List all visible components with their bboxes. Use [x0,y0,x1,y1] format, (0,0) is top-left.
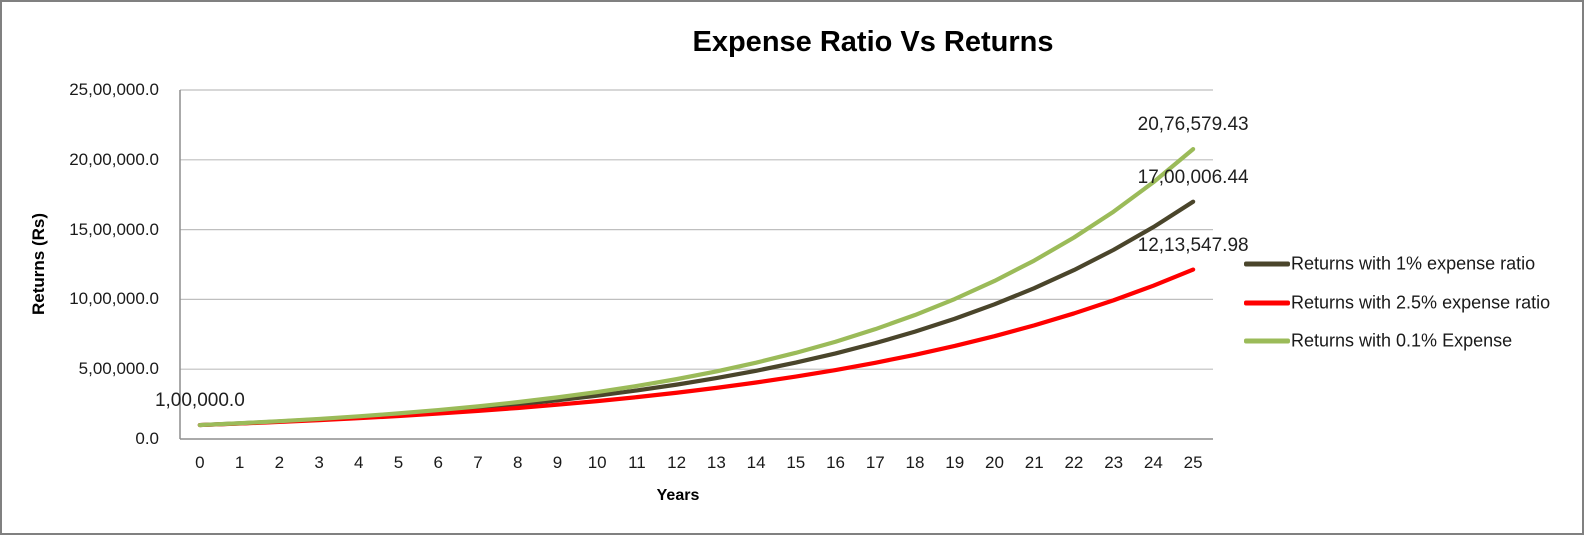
x-tick-label: 15 [786,453,806,472]
x-tick-label: 9 [552,453,563,472]
y-tick-label: 20,00,000.0 [69,149,159,169]
x-tick-label: 2 [274,453,285,472]
legend-label: Returns with 1% expense ratio [1291,253,1536,274]
data-label: 17,00,006.44 [1137,166,1249,188]
x-tick-label: 11 [628,453,646,472]
x-tick-label: 22 [1064,453,1084,472]
legend-label: Returns with 2.5% expense ratio [1291,292,1551,312]
x-tick-label: 20 [985,453,1004,472]
data-label: 1,00,000.0 [154,390,245,412]
legend-label: Returns with 0.1% Expense [1291,330,1513,351]
x-tick-label: 8 [512,453,523,472]
x-tick-label: 1 [234,453,245,472]
x-tick-label: 3 [314,453,324,472]
data-label: 20,76,579.43 [1137,114,1249,136]
x-tick-label: 21 [1024,453,1044,472]
x-tick-label: 14 [746,453,766,472]
series-line-2 [197,147,1196,428]
x-tick-label: 19 [945,453,965,472]
x-tick-label: 0 [195,453,205,472]
legend-item: Returns with 1% expense ratio [1244,254,1535,275]
x-tick-label: 5 [393,453,404,472]
x-tick-label: 4 [354,453,364,472]
legend-line-swatch [1244,300,1290,305]
legend-line-swatch [1244,338,1290,344]
x-tick-label: 23 [1104,453,1124,472]
x-tick-label: 6 [433,453,443,472]
x-tick-label: 13 [706,453,726,472]
chart-title: Expense Ratio Vs Returns [692,26,1054,58]
x-tick-label: 12 [667,453,687,472]
y-tick-label: 10,00,000.0 [69,289,159,309]
x-tick-label: 17 [865,453,885,472]
x-tick-label: 18 [905,453,925,472]
y-tick-label: 15,00,000.0 [69,219,159,239]
legend-line-swatch [1244,261,1290,267]
legend-item: Returns with 2.5% expense ratio [1244,292,1550,313]
y-tick-label: 25,00,000.0 [69,80,159,99]
y-tick-label: 5,00,000.0 [78,359,159,379]
x-tick-label: 24 [1143,453,1163,472]
x-tick-label: 7 [473,453,483,472]
data-label: 12,13,547.98 [1137,234,1249,256]
x-tick-label: 16 [826,453,846,472]
x-tick-label: 10 [587,453,607,472]
series-line-1 [197,267,1196,428]
legend-item: Returns with 0.1% Expense [1244,331,1512,352]
y-tick-label: 0.0 [135,429,159,448]
x-axis-title: Years [656,487,700,504]
x-tick-label: 25 [1183,453,1203,472]
